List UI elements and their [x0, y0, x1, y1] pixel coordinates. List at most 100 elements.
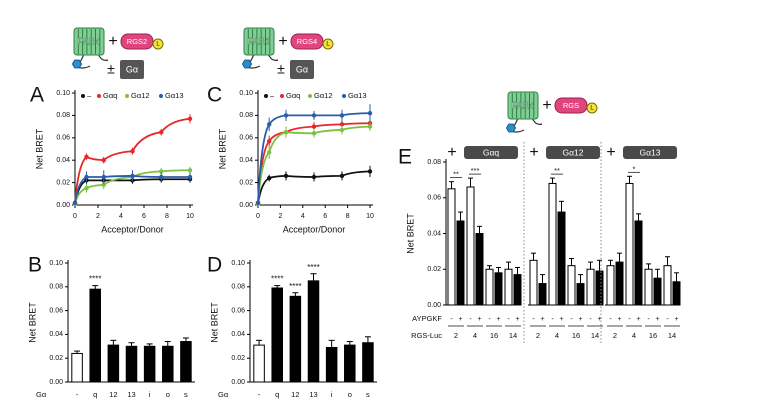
data-point — [339, 113, 345, 118]
y-tick-label: 0.06 — [239, 135, 253, 142]
x-tick-label: 13 — [127, 390, 135, 399]
legend-marker — [308, 94, 312, 98]
treatment-label: + — [655, 316, 659, 323]
treatment-label: - — [450, 316, 453, 323]
x-tick-label: 2 — [278, 213, 282, 220]
legend-label: Gαq — [103, 91, 117, 100]
y-tick-label: 0.10 — [231, 260, 245, 267]
bar — [625, 182, 634, 306]
x-tick-label: 6 — [142, 213, 146, 220]
legend-marker — [342, 94, 346, 98]
treatment-label: + — [458, 316, 462, 323]
data-point — [159, 130, 164, 135]
y-tick-label: 0.02 — [231, 355, 245, 362]
legend-label: Gα12 — [131, 91, 150, 100]
bar — [595, 270, 604, 306]
x-tick-label: 4 — [632, 331, 636, 340]
treatment-label: + — [496, 316, 500, 323]
bar — [143, 345, 156, 383]
y-tick-label: 0.00 — [56, 202, 70, 209]
data-point — [159, 174, 164, 180]
legend-label: – — [270, 91, 275, 100]
ligand-hexagon — [241, 59, 253, 69]
treatment-label: + — [636, 316, 640, 323]
tag-label: L — [590, 106, 594, 112]
bar — [576, 283, 585, 306]
x-tick-label: 0 — [73, 213, 77, 220]
x-tick-label: s — [366, 390, 370, 399]
y-tick-label: 0.04 — [56, 157, 70, 164]
data-point — [187, 168, 193, 173]
bar — [107, 344, 120, 383]
panel-letter: C — [207, 84, 222, 107]
tag-label: L — [156, 42, 160, 48]
receptor-label: PAR4 — [78, 36, 101, 46]
data-point — [367, 124, 373, 129]
legend-label: Gα13 — [165, 91, 184, 100]
group-plus: + — [529, 144, 538, 161]
x-axis-label: Gα — [36, 390, 47, 399]
significance: *** — [471, 166, 480, 175]
treatment-label: + — [617, 316, 621, 323]
data-point — [283, 113, 289, 118]
legend-label: Gαq — [286, 91, 300, 100]
treatment-label: - — [609, 316, 612, 323]
y-tick-label: 0.08 — [49, 284, 63, 291]
treatment-label: + — [540, 316, 544, 323]
treatment-label: - — [666, 316, 669, 323]
panel-letter: E — [398, 146, 412, 169]
group-plus: + — [606, 144, 615, 161]
treatment-label: + — [515, 316, 519, 323]
bar — [529, 259, 538, 306]
legend-label: Gα12 — [314, 91, 333, 100]
data-point — [130, 149, 135, 154]
x-tick-label: 16 — [490, 331, 498, 340]
bar — [672, 281, 681, 306]
bar — [557, 211, 566, 306]
plus-sign: + — [542, 97, 551, 114]
group-header — [464, 146, 518, 159]
y-axis-label: Net BRET — [217, 128, 227, 169]
bar — [494, 272, 503, 306]
data-point — [267, 138, 272, 144]
x-tick-label: 4 — [119, 213, 123, 220]
y-axis-label: Net BRET — [405, 213, 415, 254]
data-point — [311, 131, 317, 136]
bar — [485, 268, 494, 306]
panel-letter: A — [30, 84, 44, 107]
treatment-label: + — [674, 316, 678, 323]
bar — [253, 344, 265, 383]
bar — [475, 233, 484, 306]
y-tick-label: 0.08 — [231, 284, 245, 291]
data-point — [283, 173, 289, 179]
data-point — [311, 124, 317, 129]
data-point — [367, 169, 373, 174]
y-tick-label: 0.06 — [49, 307, 63, 314]
x-tick-label: 4 — [555, 331, 559, 340]
bar — [125, 345, 138, 383]
treatment-label: - — [589, 316, 592, 323]
galpha-box — [120, 60, 144, 79]
luciferase-tag — [322, 38, 334, 50]
y-tick-label: 0.00 — [239, 202, 253, 209]
treatment-label: + — [559, 316, 563, 323]
group-header — [623, 146, 677, 159]
legend-marker — [125, 94, 129, 98]
x-tick-label: 12 — [109, 390, 117, 399]
bar — [513, 274, 522, 306]
ligand-hexagon — [505, 123, 517, 133]
y-tick-label: 0.02 — [427, 266, 441, 273]
bar — [644, 268, 653, 306]
data-point — [84, 186, 89, 191]
data-point — [267, 175, 272, 181]
y-axis-label: Net BRET — [34, 128, 44, 169]
y-tick-label: 0.00 — [427, 302, 441, 309]
x-tick-label: 4 — [301, 213, 305, 220]
bar — [456, 220, 465, 306]
panel-letter: B — [28, 254, 42, 277]
y-tick-label: 0.08 — [239, 112, 253, 119]
data-point — [311, 174, 317, 180]
plus-minus: ± — [107, 61, 115, 77]
x-tick-label: 13 — [309, 390, 317, 399]
y-tick-label: 0.00 — [231, 379, 245, 386]
